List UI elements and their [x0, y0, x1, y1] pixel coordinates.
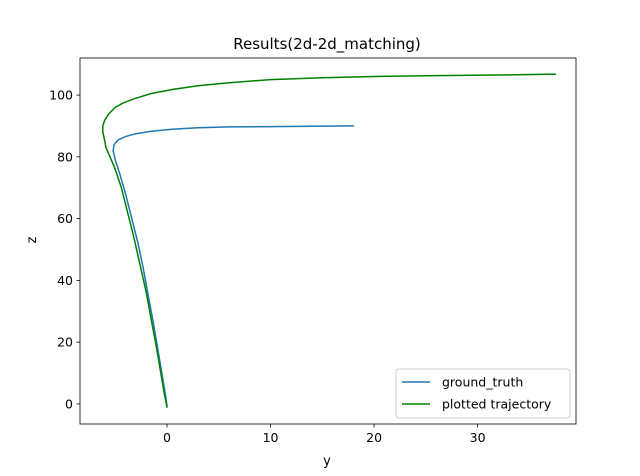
legend-box — [395, 368, 571, 419]
y-tick-label: 40 — [57, 273, 73, 288]
chart-title: Results(2d-2d_matching) — [233, 35, 421, 54]
y-axis-label: z — [25, 236, 40, 243]
plot-area — [102, 73, 557, 408]
y-tick-label: 0 — [65, 396, 73, 411]
x-tick-label: 10 — [263, 430, 279, 445]
y-tick-label: 60 — [57, 211, 73, 226]
series-line-0 — [112, 125, 355, 407]
axes-frame — [79, 57, 577, 425]
y-tick-label: 80 — [57, 149, 73, 164]
x-axis-label: y — [323, 454, 331, 469]
axes: 0 10 20 30 0 20 40 60 80 100 — [49, 57, 577, 445]
series-line-1 — [102, 73, 557, 408]
x-tick-label: 30 — [470, 430, 486, 445]
x-tick-label: 0 — [163, 430, 171, 445]
legend-label-1: plotted trajectory — [442, 397, 552, 412]
y-tick-label: 20 — [57, 335, 73, 350]
y-tick-label: 100 — [49, 88, 73, 103]
x-tick-label: 20 — [366, 430, 382, 445]
legend-label-0: ground_truth — [442, 375, 523, 390]
